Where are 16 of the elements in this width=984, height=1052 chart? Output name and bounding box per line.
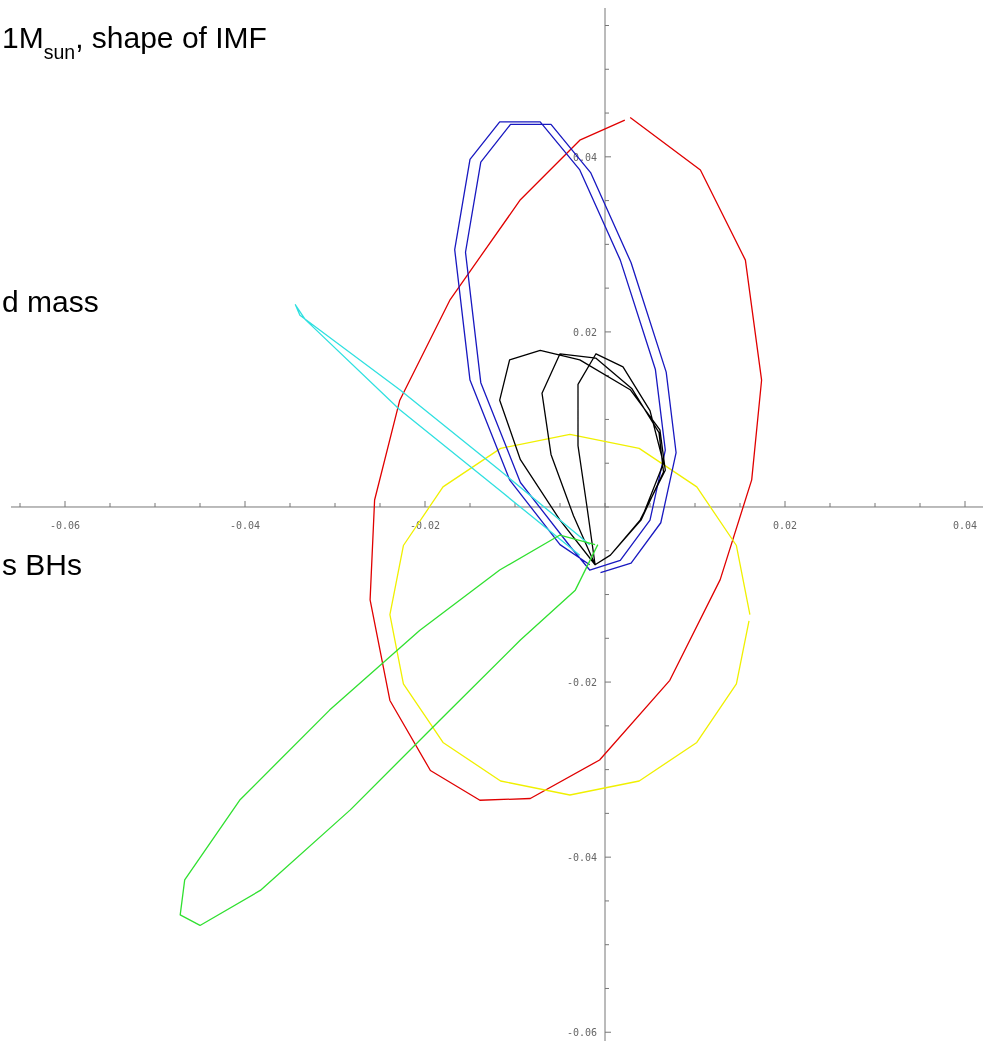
x-tick-label: 0.02 [772, 519, 798, 531]
line-series [179, 534, 599, 927]
line-series [454, 121, 677, 574]
annotation: 1M$_{sun}$, shape of IMF [2, 21, 267, 63]
line-series [389, 433, 751, 796]
line-series [499, 349, 666, 566]
x-tick-label: -0.06 [49, 519, 81, 531]
y-tick-label: -0.02 [566, 677, 597, 689]
y-tick-label: -0.06 [566, 1027, 597, 1039]
annotation: s BHs [2, 548, 83, 581]
annotation: d mass [2, 285, 99, 318]
x-tick-label: -0.04 [229, 519, 261, 531]
line-series [369, 116, 763, 801]
x-tick-label: 0.04 [952, 519, 978, 531]
y-tick-label: -0.04 [566, 852, 597, 864]
y-tick-label: 0.02 [572, 326, 597, 338]
